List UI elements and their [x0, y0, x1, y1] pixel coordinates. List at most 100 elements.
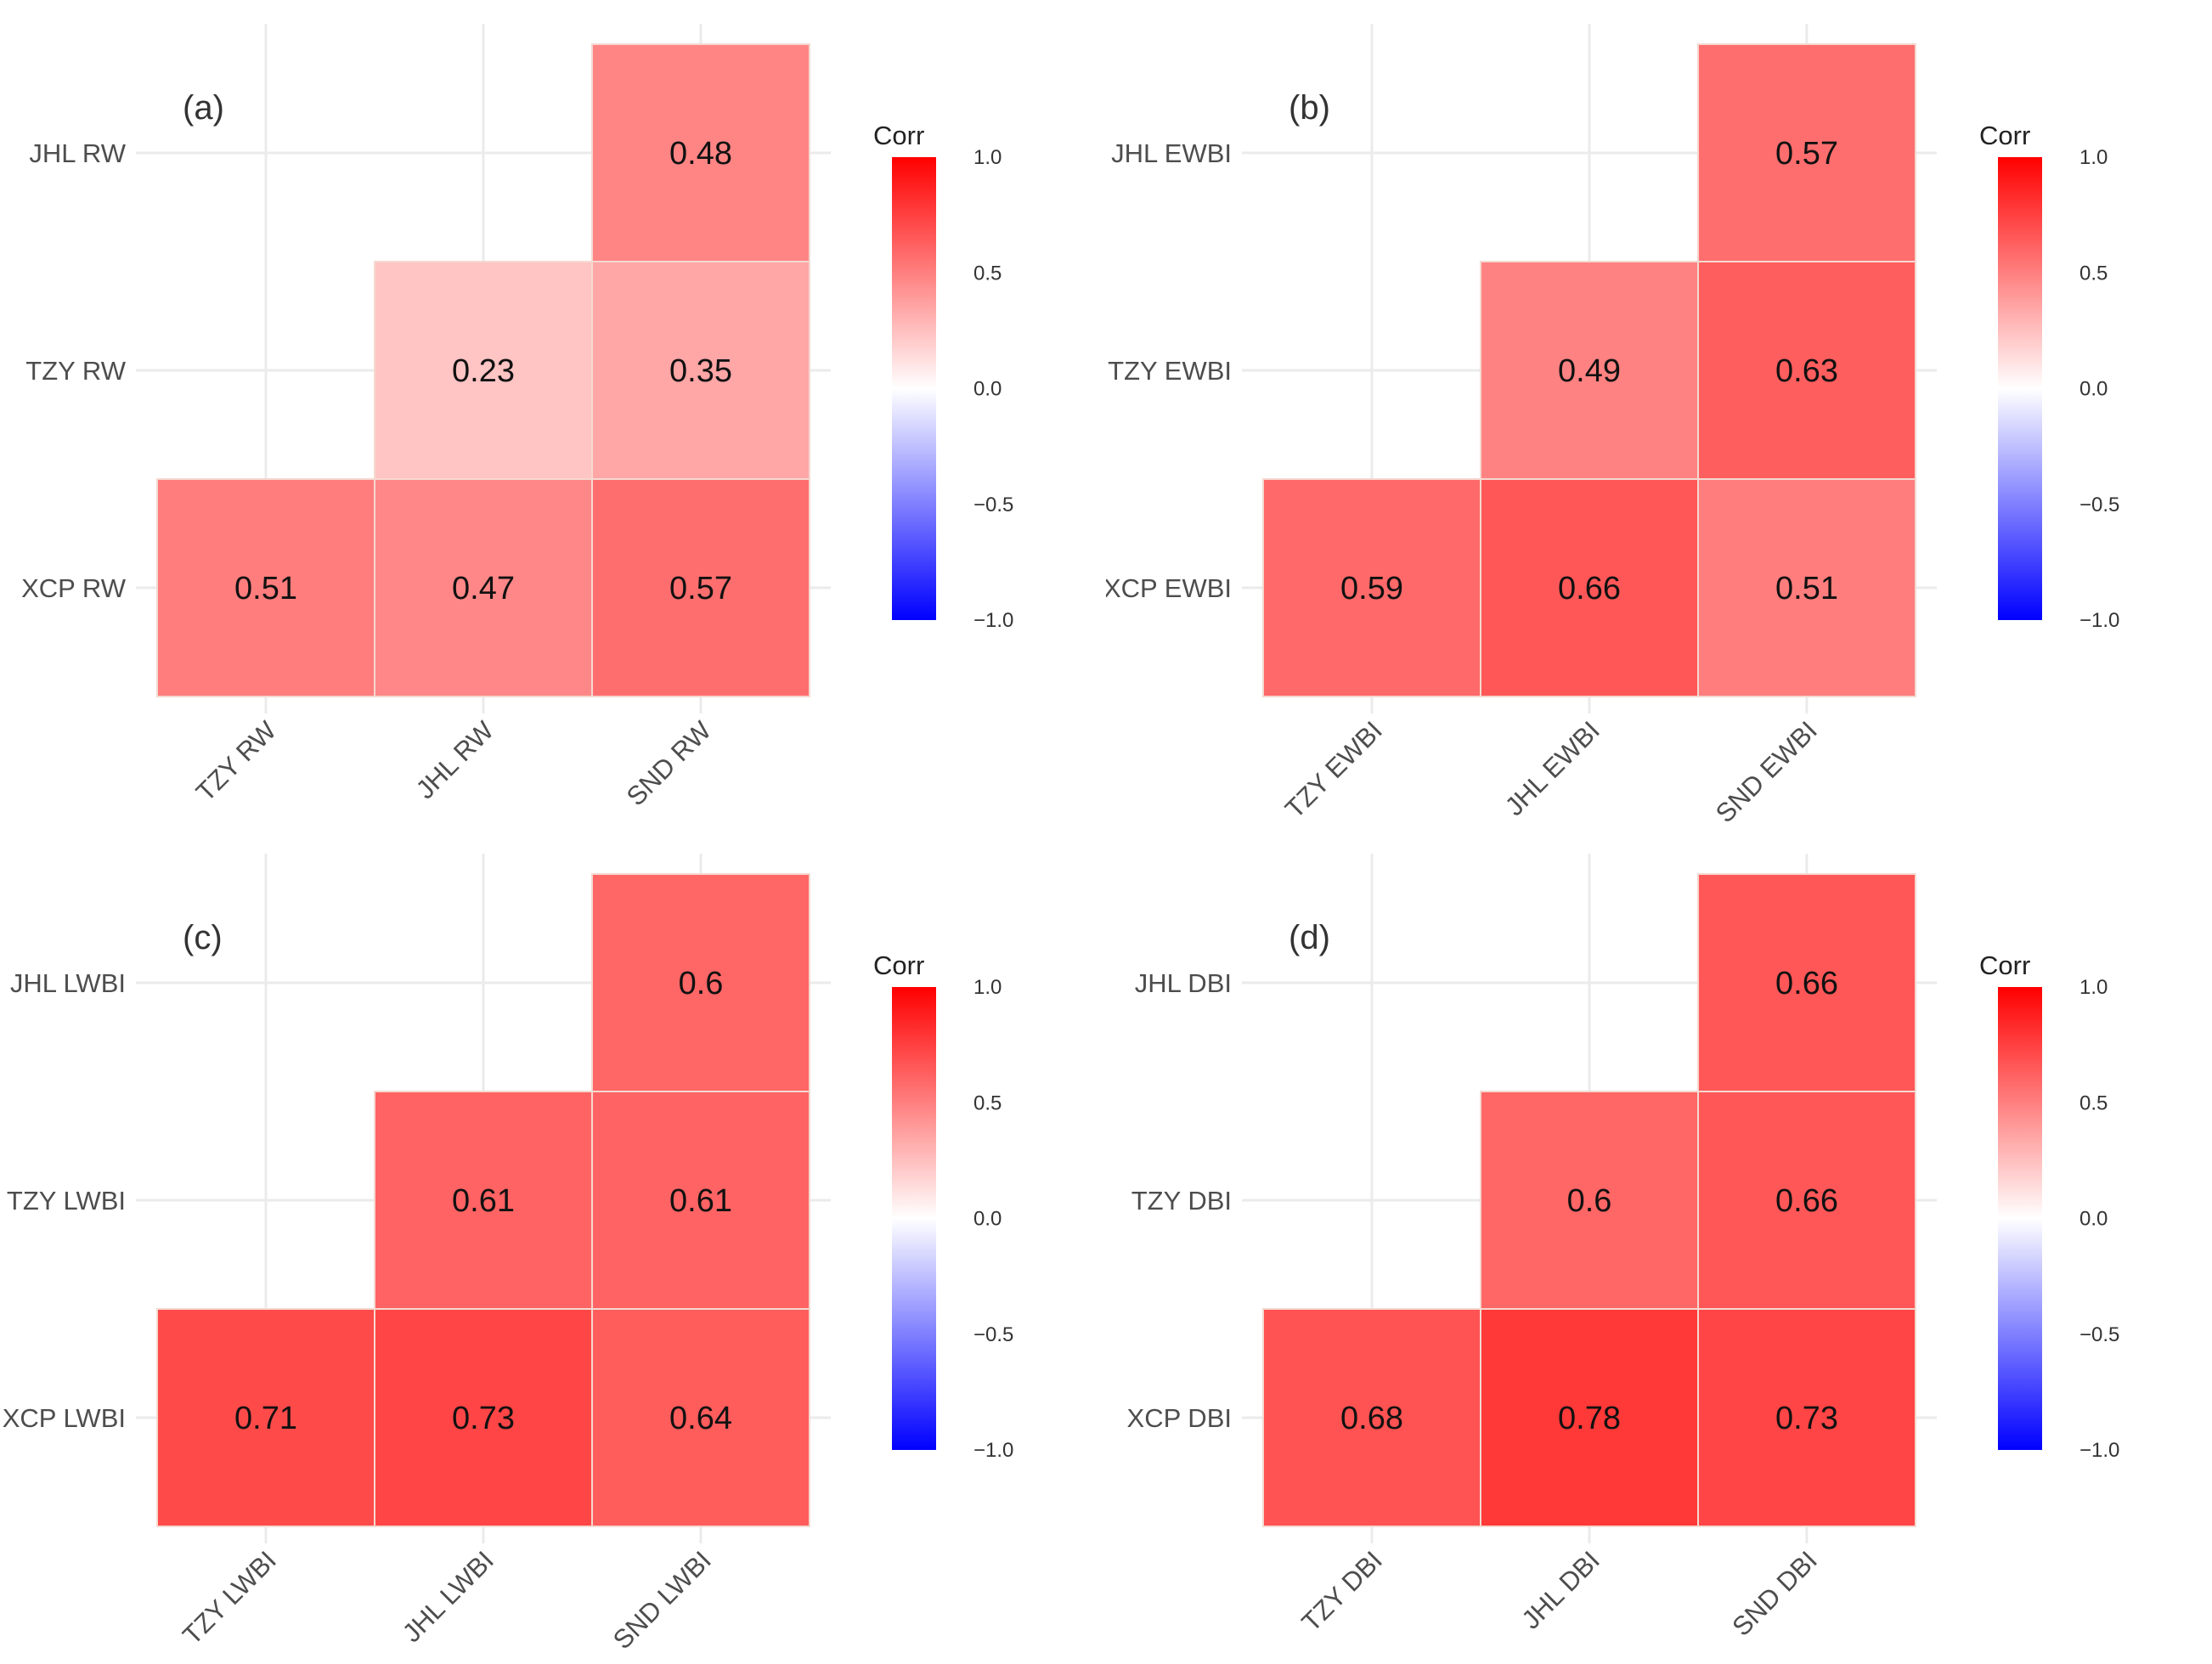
legend-tick-label: 0.0 [2079, 1208, 2108, 1231]
cell-value-label: 0.63 [1775, 353, 1838, 389]
legend-tick-label: −1.0 [973, 1439, 1013, 1462]
cell-value-label: 0.61 [452, 1183, 515, 1219]
legend-tick-label: 1.0 [2079, 146, 2108, 169]
y-tick-label: TZY LWBI [7, 1186, 126, 1216]
legend-tick-label: 0.5 [2079, 1091, 2108, 1114]
cell-value-label: 0.49 [1558, 353, 1621, 389]
y-tick-label: TZY DBI [1131, 1186, 1232, 1216]
legend-tick-label: 0.0 [2079, 378, 2108, 401]
heatmap-cell [1697, 1308, 1916, 1527]
legend-title: Corr [873, 950, 924, 980]
panel-tag: (d) [1289, 919, 1330, 956]
heatmap-cell [374, 1308, 593, 1527]
x-tick-label: TZY LWBI [177, 1545, 282, 1650]
legend-title: Corr [1979, 950, 2030, 980]
cell-value-label: 0.66 [1775, 966, 1838, 1001]
heatmap-cell [156, 478, 375, 697]
x-tick-label: JHL RW [410, 715, 500, 805]
y-tick-label: JHL DBI [1135, 968, 1232, 998]
legend-tick-label: 1.0 [973, 146, 1002, 169]
cell-value-label: 0.61 [669, 1183, 732, 1219]
heatmap-svg: 0.48 0.23 0.35 0.51 0.47 0.57 (a) JHL RW TZY RW X… [21, 24, 1013, 812]
legend-tick-label: 1.0 [973, 976, 1002, 999]
x-tick-label: SND EWBI [1710, 715, 1823, 828]
heatmap-cell [1480, 1308, 1699, 1527]
heatmap-svg: 0.57 0.49 0.63 0.59 0.66 0.51 (b) JHL EWBI TZY E… [1103, 24, 2119, 828]
y-tick-label: JHL LWBI [10, 968, 126, 998]
heatmap-cell [1480, 478, 1699, 697]
legend-title: Corr [873, 121, 924, 150]
legend-tick-label: −1.0 [973, 609, 1013, 632]
cell-value-label: 0.71 [234, 1401, 297, 1436]
cell-value-label: 0.47 [452, 571, 515, 606]
cell-value-label: 0.66 [1558, 571, 1621, 606]
x-tick-label: JHL DBI [1515, 1545, 1605, 1635]
heatmap-cell [374, 1091, 593, 1310]
heatmap-cell [1697, 873, 1916, 1092]
cell-value-label: 0.73 [452, 1401, 515, 1436]
legend-tick-label: −0.5 [2079, 1323, 2119, 1346]
x-tick-label: SND LWBI [607, 1545, 717, 1655]
x-tick-label: TZY DBI [1296, 1545, 1388, 1637]
y-tick-label: XCP EWBI [1106, 573, 1232, 603]
y-tick-label: TZY RW [25, 356, 126, 386]
legend-tick-label: 0.5 [2079, 262, 2108, 285]
heatmap-cell [1480, 261, 1699, 480]
legend-colorbar [1998, 987, 2042, 1450]
heatmap-cell [1262, 478, 1481, 697]
panel-tag: (a) [183, 89, 224, 127]
legend-tick-label: 0.5 [973, 262, 1002, 285]
cell-value-label: 0.48 [669, 136, 732, 172]
legend-tick-label: −0.5 [2079, 494, 2119, 516]
heatmap-cell [1480, 1091, 1699, 1310]
panel-b: 0.57 0.49 0.63 0.59 0.66 0.51 (b) JHL EWBI TZY E… [1103, 0, 2212, 830]
heatmap-cell [1697, 261, 1916, 480]
panel-d: 0.66 0.6 0.66 0.68 0.78 0.73 (d) JHL DBI TZY DBI… [1106, 830, 2212, 1660]
y-tick-label: XCP RW [21, 573, 127, 603]
x-tick-label: TZY RW [190, 715, 282, 807]
heatmap-cell [591, 1308, 810, 1527]
x-tick-label: SND RW [621, 715, 718, 812]
heatmap-cell [156, 1308, 375, 1527]
x-tick-label: SND DBI [1726, 1545, 1823, 1642]
panel-tag: (b) [1289, 89, 1330, 127]
panel-tag: (c) [183, 919, 223, 956]
cell-value-label: 0.66 [1775, 1183, 1838, 1219]
heatmap-cell [591, 873, 810, 1092]
panel-a: 0.48 0.23 0.35 0.51 0.47 0.57 (a) JHL RW TZY RW X… [0, 0, 1106, 830]
legend-title: Corr [1979, 121, 2030, 150]
legend-colorbar [1998, 157, 2042, 620]
cell-value-label: 0.78 [1558, 1401, 1621, 1436]
x-tick-label: JHL LWBI [397, 1545, 499, 1648]
cell-value-label: 0.57 [1775, 136, 1838, 172]
heatmap-svg: 0.66 0.6 0.66 0.68 0.78 0.73 (d) JHL DBI TZY DBI… [1127, 854, 2119, 1642]
legend-tick-label: −0.5 [973, 494, 1013, 516]
legend-tick-label: 1.0 [2079, 976, 2108, 999]
legend-tick-label: 0.0 [973, 378, 1002, 401]
heatmap-svg: 0.6 0.61 0.61 0.71 0.73 0.64 (c) JHL LWBI TZY LW… [3, 854, 1013, 1655]
cell-value-label: 0.51 [1775, 571, 1838, 606]
cell-value-label: 0.6 [1567, 1183, 1612, 1219]
panel-c: 0.6 0.61 0.61 0.71 0.73 0.64 (c) JHL LWBI TZY LW… [0, 830, 1106, 1660]
legend-colorbar [892, 987, 936, 1450]
heatmap-cell [591, 1091, 810, 1310]
cell-value-label: 0.6 [679, 966, 724, 1001]
cell-value-label: 0.68 [1340, 1401, 1403, 1436]
y-tick-label: XCP DBI [1127, 1403, 1232, 1433]
cell-value-label: 0.23 [452, 353, 515, 389]
legend-tick-label: 0.0 [973, 1208, 1002, 1231]
heatmap-cell [1697, 1091, 1916, 1310]
heatmap-cell [1697, 43, 1916, 262]
legend-tick-label: −1.0 [2079, 609, 2119, 632]
legend-tick-label: −0.5 [973, 1323, 1013, 1346]
legend-tick-label: −1.0 [2079, 1439, 2119, 1462]
legend-tick-label: 0.5 [973, 1091, 1002, 1114]
heatmap-cell [1262, 1308, 1481, 1527]
heatmap-cell [591, 478, 810, 697]
cell-value-label: 0.64 [669, 1401, 732, 1436]
cell-value-label: 0.59 [1340, 571, 1403, 606]
heatmap-cell [591, 261, 810, 480]
cell-value-label: 0.73 [1775, 1401, 1838, 1436]
y-tick-label: XCP LWBI [3, 1403, 126, 1433]
legend-colorbar [892, 157, 936, 620]
